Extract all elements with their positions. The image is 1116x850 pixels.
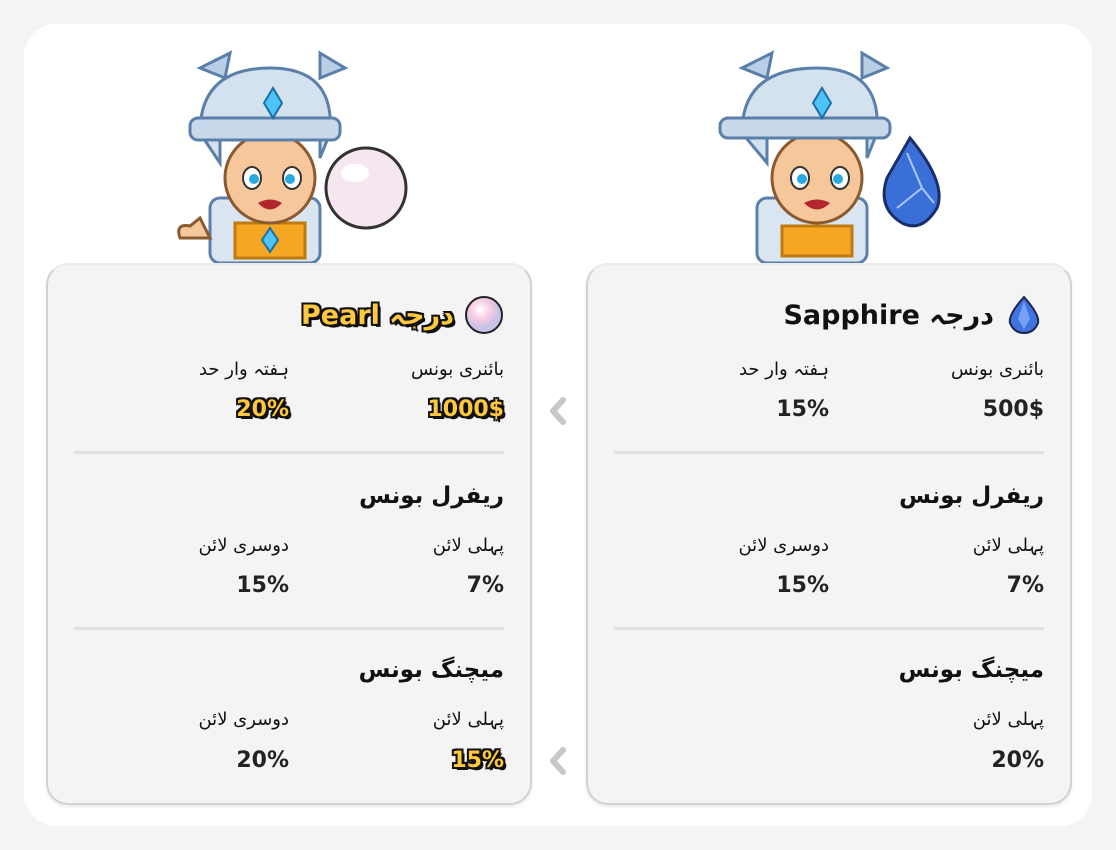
second-line-label: دوسری لائن bbox=[738, 535, 829, 556]
rank-title: درجہ Sapphire bbox=[783, 295, 1044, 335]
divider bbox=[74, 451, 504, 454]
first-line-label: پہلی لائن bbox=[432, 535, 504, 556]
weekly-limit-value: 15% bbox=[776, 397, 829, 422]
binary-bonus-label: بائنری بونس bbox=[951, 359, 1044, 380]
sapphire-icon bbox=[1008, 295, 1040, 335]
rank-title: درجہ Pearl bbox=[301, 295, 504, 335]
second-line-value: 15% bbox=[236, 573, 289, 598]
second-line-label: دوسری لائن bbox=[198, 709, 289, 730]
first-line-label: پہلی لائن bbox=[972, 709, 1044, 730]
second-line-value: 20% bbox=[236, 748, 289, 773]
first-line-label: پہلی لائن bbox=[432, 709, 504, 730]
matching-bonus-title: میچنگ بونس bbox=[898, 657, 1044, 683]
matching-bonus-title: میچنگ بونس bbox=[358, 657, 504, 683]
referral-bonus-title: ریفرل بونس bbox=[359, 483, 504, 509]
weekly-limit-label: ہفتہ وار حد bbox=[738, 359, 829, 380]
weekly-limit-label: ہفتہ وار حد bbox=[198, 359, 289, 380]
divider bbox=[614, 451, 1044, 454]
rank-card-sapphire: درجہ Sapphire بائنری بونس ہفتہ وار حد 50… bbox=[586, 263, 1072, 805]
first-line-value: 20% bbox=[991, 748, 1044, 773]
binary-bonus-value: 500$ bbox=[982, 397, 1044, 422]
binary-bonus-label: بائنری بونس bbox=[411, 359, 504, 380]
weekly-limit-value: 20% bbox=[236, 397, 289, 422]
second-line-label: دوسری لائن bbox=[198, 535, 289, 556]
knight-character-sapphire bbox=[718, 50, 941, 263]
binary-bonus-value: 1000$ bbox=[427, 397, 504, 422]
referral-bonus-title: ریفرل بونس bbox=[899, 483, 1044, 509]
divider bbox=[74, 627, 504, 630]
first-line-label: پہلی لائن bbox=[972, 535, 1044, 556]
first-line-value: 15% bbox=[451, 748, 504, 773]
pearl-icon bbox=[465, 296, 503, 334]
second-line-value: 15% bbox=[776, 573, 829, 598]
rank-card-pearl: درجہ Pearl بائنری بونس ہفتہ وار حد 1000$… bbox=[46, 263, 532, 805]
chevron-left-icon bbox=[550, 397, 566, 425]
divider bbox=[614, 627, 1044, 630]
chevron-left-icon bbox=[550, 747, 566, 775]
knight-character-pearl bbox=[177, 50, 408, 263]
first-line-value: 7% bbox=[466, 573, 504, 598]
first-line-value: 7% bbox=[1006, 573, 1044, 598]
